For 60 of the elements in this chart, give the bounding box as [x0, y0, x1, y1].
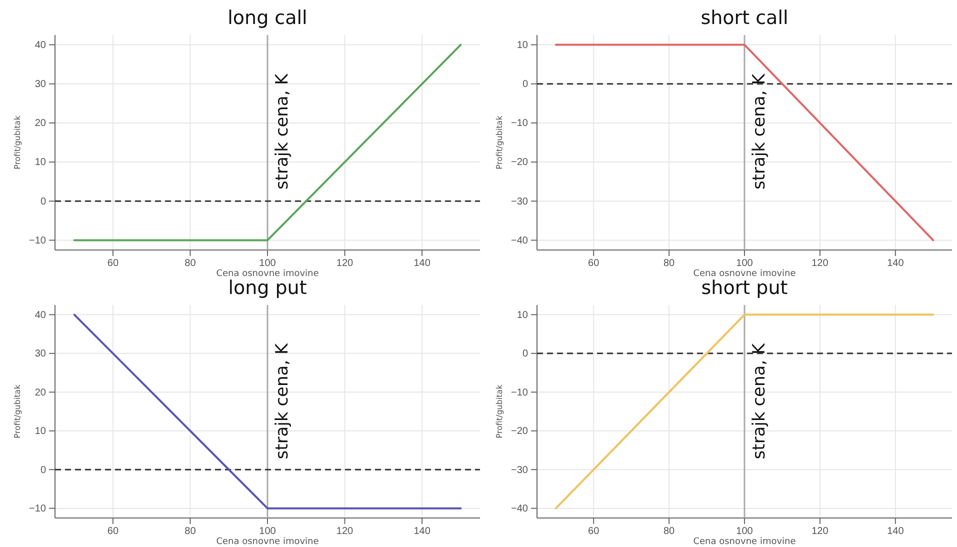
x-tick-label: 120 — [812, 258, 829, 270]
x-tick-label: 80 — [184, 258, 196, 270]
x-axis-title: Cena osnovne imovine — [216, 537, 320, 547]
x-tick-label: 120 — [812, 526, 829, 538]
y-tick-label: −30 — [511, 196, 528, 208]
y-tick-label: 0 — [522, 348, 528, 360]
y-tick-label: 40 — [34, 310, 46, 321]
y-tick-label: −10 — [511, 387, 528, 398]
ref-line-label: strajk cena, K — [750, 342, 770, 460]
chart-title: short call — [700, 7, 788, 29]
y-tick-label: 10 — [34, 426, 46, 438]
y-tick-label: 10 — [34, 157, 46, 168]
x-axis-title: Cena osnovne imovine — [216, 269, 320, 279]
x-tick-label: 80 — [663, 258, 676, 270]
x-axis-title: Cena osnovne imovine — [693, 537, 796, 547]
x-tick-label: 60 — [107, 526, 119, 538]
y-tick-label: −40 — [511, 504, 528, 515]
x-axis-title: Cena osnovne imovine — [693, 269, 796, 279]
y-tick-label: −20 — [511, 426, 528, 438]
x-tick-label: 80 — [663, 526, 676, 538]
x-tick-label: 100 — [736, 526, 754, 538]
x-tick-label: 100 — [259, 258, 276, 270]
x-tick-label: 140 — [887, 526, 904, 538]
chart-title: long put — [228, 277, 307, 299]
y-tick-label: 20 — [34, 118, 46, 130]
x-tick-label: 120 — [336, 526, 354, 538]
x-tick-label: 120 — [336, 258, 354, 270]
y-tick-label: −30 — [511, 464, 528, 476]
y-axis-title: Profit/gubitak — [13, 384, 22, 438]
chart-title: short put — [701, 277, 788, 299]
y-tick-label: −40 — [511, 235, 528, 246]
ref-line-label: strajk cena, K — [272, 72, 292, 190]
y-tick-label: −20 — [511, 157, 528, 168]
x-tick-label: 140 — [887, 258, 904, 270]
y-tick-label: 10 — [516, 40, 528, 51]
y-tick-label: 0 — [40, 464, 46, 476]
y-tick-label: 30 — [34, 79, 46, 90]
y-axis-title: Profit/gubitak — [13, 115, 22, 170]
y-tick-label: 30 — [34, 348, 46, 360]
ref-line-label: strajk cena, K — [750, 72, 770, 190]
x-tick-label: 60 — [588, 258, 600, 270]
x-tick-label: 80 — [184, 526, 196, 538]
x-tick-label: 140 — [414, 526, 431, 538]
x-tick-label: 100 — [736, 258, 754, 270]
chart-title: long call — [228, 7, 308, 29]
y-tick-label: 20 — [34, 387, 46, 398]
y-tick-label: −10 — [29, 504, 46, 515]
y-tick-label: 0 — [40, 196, 46, 208]
y-tick-label: −10 — [29, 235, 46, 246]
x-tick-label: 60 — [107, 258, 119, 270]
y-tick-label: 0 — [522, 79, 528, 90]
y-tick-label: −10 — [511, 118, 528, 130]
y-tick-label: 10 — [516, 310, 528, 321]
x-tick-label: 140 — [414, 258, 431, 270]
y-tick-label: 40 — [34, 40, 46, 51]
x-tick-label: 60 — [588, 526, 600, 538]
x-tick-label: 100 — [259, 526, 276, 538]
y-axis-title: Profit/gubitak — [495, 384, 504, 438]
y-axis-title: Profit/gubitak — [495, 115, 504, 170]
ref-line-label: strajk cena, K — [272, 342, 292, 460]
